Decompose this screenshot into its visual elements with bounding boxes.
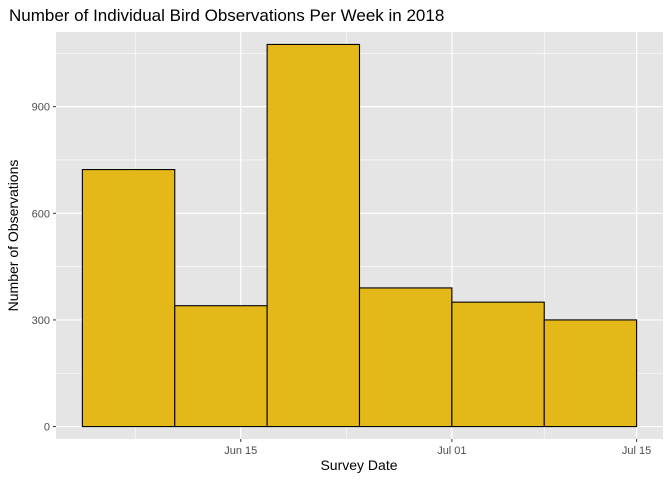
histogram-bar <box>358 287 453 428</box>
histogram-bars <box>81 43 638 428</box>
chart-title: Number of Individual Bird Observations P… <box>9 6 444 25</box>
x-axis-title: Survey Date <box>320 457 397 473</box>
y-tick-label: 300 <box>32 315 50 327</box>
histogram-bar <box>174 305 268 428</box>
histogram-bar <box>266 43 361 428</box>
y-axis-title: Number of Observations <box>5 160 21 312</box>
y-tick-label: 0 <box>44 422 50 434</box>
y-axis: 0 300 600 900 <box>32 102 56 434</box>
y-tick-label: 600 <box>32 208 50 220</box>
histogram-bar <box>543 319 638 428</box>
y-tick-label: 900 <box>32 102 50 114</box>
x-axis: Jun 15 Jul 01 Jul 15 <box>224 439 651 457</box>
x-tick-label: Jun 15 <box>224 445 257 457</box>
x-tick-label: Jul 01 <box>437 445 466 457</box>
histogram-bar <box>81 169 176 428</box>
histogram-bar <box>451 301 545 428</box>
x-tick-label: Jul 15 <box>622 445 651 457</box>
